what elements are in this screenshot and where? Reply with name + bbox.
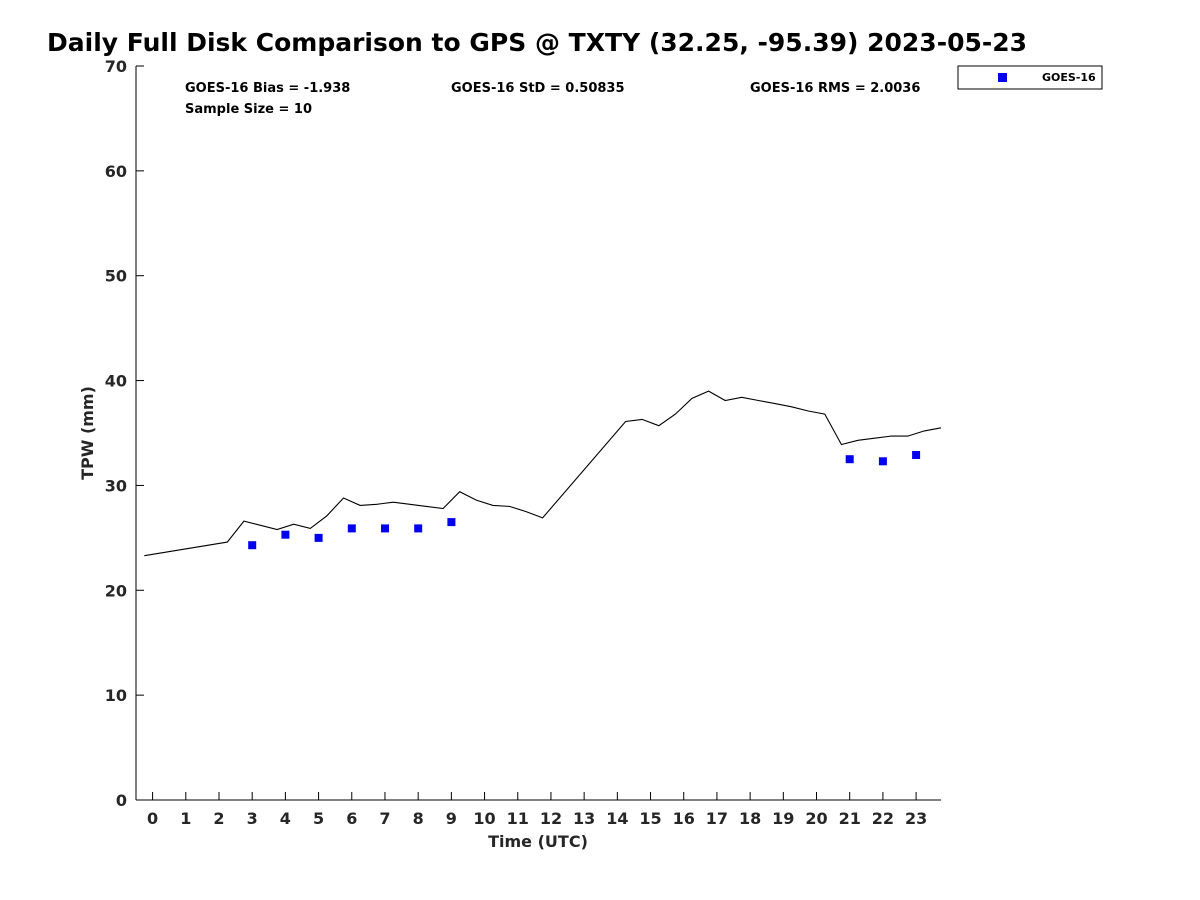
legend-marker — [998, 73, 1007, 82]
y-tick-label: 50 — [105, 267, 127, 286]
x-tick-label: 4 — [280, 809, 291, 828]
x-tick-label: 19 — [772, 809, 794, 828]
x-tick-label: 13 — [573, 809, 595, 828]
x-tick-label: 17 — [706, 809, 728, 828]
std-stat: GOES-16 StD = 0.50835 — [451, 81, 625, 96]
y-tick-label: 30 — [105, 476, 127, 495]
goes16-point — [281, 530, 290, 539]
x-tick-label: 10 — [473, 809, 495, 828]
x-tick-label: 14 — [606, 809, 628, 828]
goes16-point — [878, 457, 887, 466]
goes16-point — [381, 524, 389, 533]
gps-line — [144, 390, 942, 557]
x-tick-label: 12 — [540, 809, 562, 828]
goes16-series — [248, 451, 921, 550]
gps-series — [144, 390, 942, 557]
y-tick-label: 60 — [105, 162, 127, 181]
goes16-point — [314, 533, 323, 542]
x-tick-label: 1 — [180, 809, 191, 828]
legend: GOES-16 — [957, 65, 1103, 90]
x-tick-label: 20 — [805, 809, 827, 828]
goes16-point — [414, 524, 423, 533]
x-tick-label: 22 — [872, 809, 894, 828]
goes16-point — [347, 524, 356, 533]
axes — [135, 65, 941, 801]
x-axis-title: Time (UTC) — [488, 832, 588, 851]
rms-stat: GOES-16 RMS = 2.0036 — [750, 81, 920, 96]
y-tick-label: 0 — [116, 791, 127, 810]
y-axis-title: TPW (mm) — [78, 386, 97, 480]
y-tick-label: 10 — [105, 686, 127, 705]
x-tick-label: 6 — [346, 809, 357, 828]
bias-stat: GOES-16 Bias = -1.938 — [185, 81, 350, 96]
sample-size-stat: Sample Size = 10 — [185, 102, 312, 117]
x-tick-label: 18 — [739, 809, 761, 828]
goes16-point — [845, 455, 854, 464]
chart-title: Daily Full Disk Comparison to GPS @ TXTY… — [47, 28, 1028, 57]
x-tick-label: 11 — [507, 809, 529, 828]
x-tick-label: 5 — [313, 809, 324, 828]
x-tick-label: 9 — [446, 809, 457, 828]
legend-label: GOES-16 — [1042, 71, 1096, 84]
goes16-point — [912, 451, 921, 459]
x-tick-label: 21 — [839, 809, 861, 828]
x-tick-label: 16 — [673, 809, 695, 828]
y-tick-label: 40 — [105, 372, 127, 391]
y-tick-label: 20 — [105, 581, 127, 600]
x-tick-label: 15 — [639, 809, 661, 828]
goes16-point — [248, 541, 257, 550]
x-tick-label: 0 — [147, 809, 158, 828]
x-tick-label: 3 — [247, 809, 258, 828]
legend-box — [957, 65, 1103, 90]
x-tick-label: 7 — [379, 809, 390, 828]
goes16-point — [447, 518, 456, 527]
x-tick-label: 23 — [905, 809, 927, 828]
x-tick-label: 8 — [413, 809, 424, 828]
y-tick-label: 70 — [105, 57, 127, 76]
x-tick-label: 2 — [213, 809, 224, 828]
